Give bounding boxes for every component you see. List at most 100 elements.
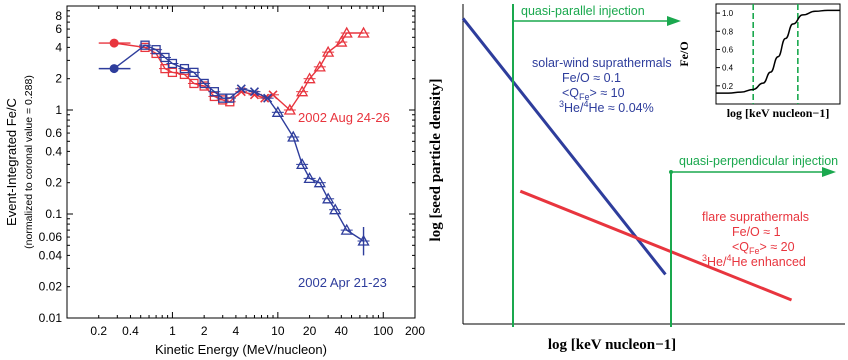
inset-frame <box>715 3 841 105</box>
data-point <box>357 26 370 38</box>
data-point <box>322 192 335 204</box>
inset-y-tick-label: 0.2 <box>722 82 734 91</box>
series-apr <box>98 40 370 256</box>
solar-wind-he-ratio: 3He/4He ≈ 0.04% <box>559 99 654 115</box>
left-ylabel: Event-Integrated Fe/C <box>4 98 19 226</box>
left-xlabel: Kinetic Energy (MeV/nucleon) <box>155 342 327 357</box>
y-tick-label: 1 <box>55 103 62 117</box>
solar-wind-qfe: <QFe> ≈ 10 <box>562 86 625 102</box>
data-point <box>167 58 178 69</box>
data-point <box>329 203 342 215</box>
y-tick-label: 0.01 <box>39 311 63 325</box>
flare-annotation: flare suprathermals Fe/O ≈ 1 <QFe> ≈ 20 … <box>702 210 809 269</box>
data-point <box>199 78 209 89</box>
data-point <box>189 78 199 89</box>
x-tick-label: 40 <box>335 324 349 338</box>
series-line-aug <box>114 32 364 112</box>
y-tick-label: 2 <box>55 72 62 86</box>
quasi-perpendicular-arrow-head <box>822 167 836 177</box>
y-tick-label: 0.04 <box>39 248 63 262</box>
right-diagram: log [keV nucleon−1] log [seed particle d… <box>428 3 845 353</box>
data-point <box>109 38 119 48</box>
data-point <box>296 85 309 97</box>
data-point <box>340 223 353 235</box>
data-point <box>109 64 119 74</box>
x-tick-label: 20 <box>303 324 317 338</box>
series-line-apr <box>113 44 364 242</box>
data-point <box>271 105 284 117</box>
x-tick-label: 200 <box>405 324 425 338</box>
right-lines-layer <box>461 17 793 302</box>
data-point <box>340 26 353 38</box>
data-point <box>179 69 190 80</box>
y-tick-label: 0.1 <box>45 207 62 221</box>
y-tick-label: 0.4 <box>45 144 62 158</box>
data-point <box>287 130 300 142</box>
inset-ticks: 0.2 0.4 0.6 0.8 1.0 <box>716 9 734 91</box>
right-xlabel: log [keV nucleon−1] <box>548 337 676 353</box>
left-plot-frame <box>66 5 416 319</box>
left-chart: 0.2 0.4 1 2 4 10 20 40 100 200 0.01 0.02 0.04 0.06 0.1… <box>4 5 425 357</box>
quasi-parallel-arrow-head <box>667 16 681 26</box>
data-point <box>268 90 278 100</box>
legend-apr: 2002 Apr 21-23 <box>298 275 387 290</box>
data-point <box>151 45 161 55</box>
right-ylabel: log [seed particle density] <box>428 79 444 242</box>
y-tick-label: 0.02 <box>39 280 63 294</box>
x-tick-label: 100 <box>373 324 393 338</box>
flare-line <box>519 189 793 302</box>
solar-wind-annotation: solar-wind suprathermals Fe/O ≈ 0.1 <QFe… <box>532 56 672 115</box>
inset-y-tick-label: 1.0 <box>722 9 734 18</box>
y-tick-label: 0.6 <box>45 126 62 140</box>
data-point <box>249 87 260 97</box>
data-point <box>296 158 309 170</box>
quasi-parallel-label: quasi-parallel injection <box>521 4 645 18</box>
y-tick-label: 6 <box>55 22 62 36</box>
y-tick-label: 8 <box>55 9 62 23</box>
y-tick-label: 0.2 <box>45 176 62 190</box>
flare-he-ratio: 3He/4He enhanced <box>702 253 806 269</box>
inset-lines-layer <box>716 4 840 104</box>
data-point <box>263 93 273 103</box>
flare-feo: Fe/O ≈ 1 <box>732 225 781 239</box>
data-point <box>140 40 150 50</box>
inset-y-tick-label: 0.4 <box>722 64 734 73</box>
data-point <box>322 45 335 57</box>
data-point <box>160 52 170 63</box>
solar-wind-title: solar-wind suprathermals <box>532 56 672 70</box>
y-tick-label: 0.06 <box>39 230 63 244</box>
x-tick-label: 1 <box>169 324 176 338</box>
y-tick-label: 4 <box>55 40 62 54</box>
inset-xlabel: log [keV nucleon−1] <box>727 106 830 120</box>
inset-curve <box>716 9 840 94</box>
data-point <box>179 63 190 74</box>
data-point <box>303 72 316 84</box>
x-tick-label: 0.4 <box>122 324 139 338</box>
inset-y-tick-label: 0.6 <box>722 45 734 54</box>
left-ylabel-sub: (normalized to coronal value = 0.288) <box>23 75 35 249</box>
flare-qfe: <QFe> ≈ 20 <box>732 240 795 256</box>
x-tick-label: 2 <box>201 324 208 338</box>
data-point <box>335 35 348 47</box>
left-axis-ticks: 0.2 0.4 1 2 4 10 20 40 100 200 0.01 0.02 0.04 0.06 0.1… <box>39 5 425 338</box>
data-point <box>357 234 370 246</box>
left-series-layer <box>98 26 370 256</box>
x-tick-label: 0.2 <box>90 324 107 338</box>
solar-wind-feo: Fe/O ≈ 0.1 <box>562 71 621 85</box>
x-tick-label: 4 <box>233 324 240 338</box>
flare-title: flare suprathermals <box>702 210 809 224</box>
quasi-perpendicular-label: quasi-perpendicular injection <box>679 154 838 168</box>
inset-ylabel: Fe/O <box>677 41 691 66</box>
data-point <box>167 67 178 78</box>
inset-chart: 0.2 0.4 0.6 0.8 1.0 log [keV nucleon−1] Fe/O <box>677 3 841 120</box>
solar-wind-line <box>461 17 667 276</box>
data-point <box>303 172 316 184</box>
legend-aug: 2002 Aug 24-26 <box>298 110 390 125</box>
data-point <box>189 67 199 78</box>
data-point <box>313 60 326 72</box>
data-point <box>313 176 326 188</box>
data-point <box>209 87 220 97</box>
x-tick-label: 10 <box>271 324 285 338</box>
inset-y-tick-label: 0.8 <box>722 27 734 36</box>
